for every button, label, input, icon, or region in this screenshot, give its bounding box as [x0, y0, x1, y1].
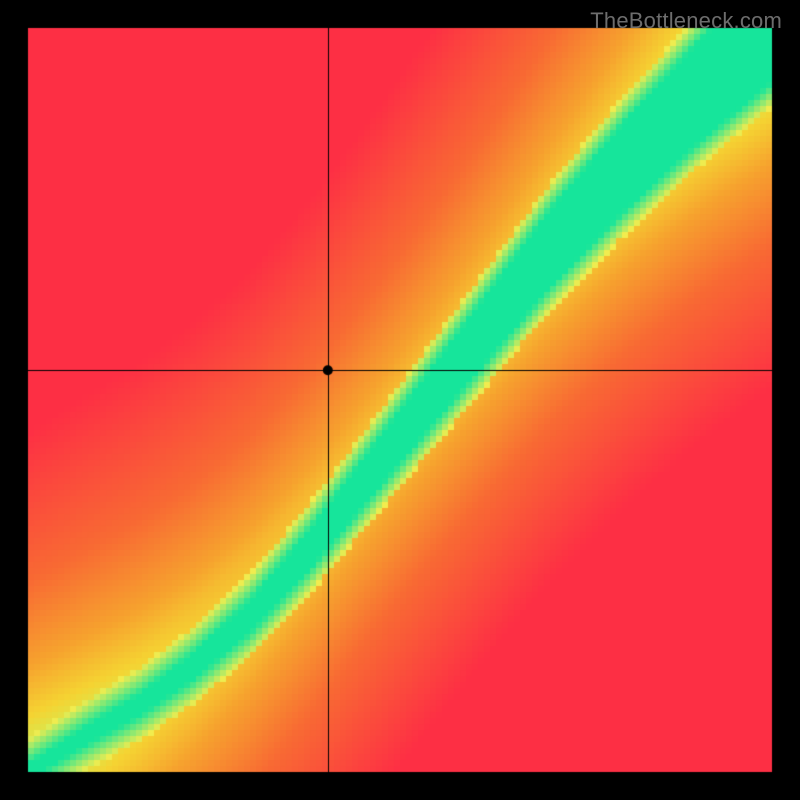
chart-container: TheBottleneck.com	[0, 0, 800, 800]
watermark-text: TheBottleneck.com	[590, 8, 782, 34]
heatmap-canvas	[0, 0, 800, 800]
